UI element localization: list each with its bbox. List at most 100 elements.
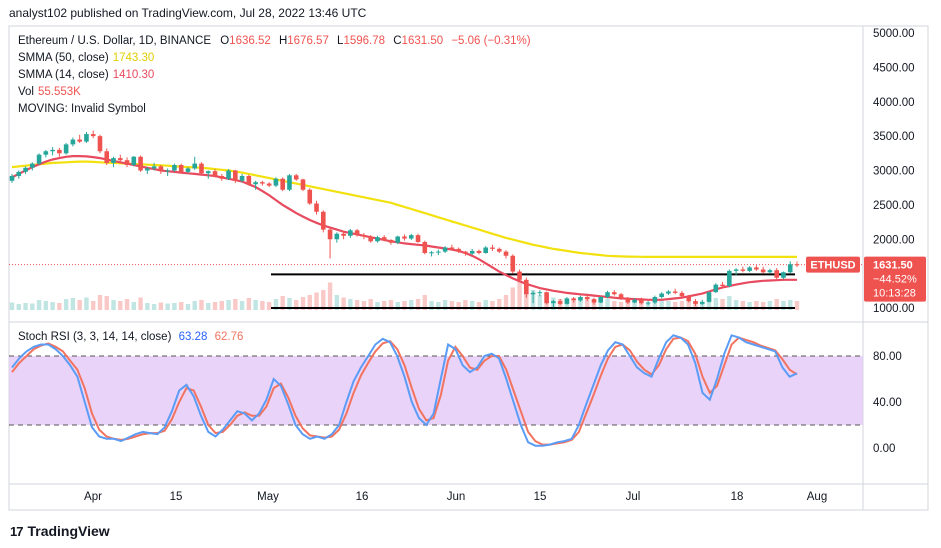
price-badge-change: −44.52% bbox=[873, 274, 917, 286]
volume-bar bbox=[124, 299, 130, 310]
candle-body bbox=[632, 299, 637, 303]
candle-body bbox=[551, 301, 556, 304]
candle-body bbox=[341, 233, 346, 236]
candle-body bbox=[544, 292, 549, 304]
candle-body bbox=[212, 171, 218, 176]
volume-bar bbox=[767, 301, 773, 310]
volume-bar bbox=[517, 280, 522, 310]
volume-bar bbox=[131, 302, 137, 310]
volume-bar bbox=[679, 301, 685, 310]
candle-body bbox=[463, 251, 468, 254]
legend-vol-value: 55.553K bbox=[38, 86, 81, 98]
candle-body bbox=[205, 171, 211, 174]
candle-body bbox=[97, 136, 103, 152]
candle-body bbox=[300, 179, 306, 190]
volume-bar bbox=[409, 300, 414, 310]
volume-bar bbox=[97, 295, 103, 310]
legend-smma14-row: SMMA (14, close) 1410.30 bbox=[18, 69, 154, 81]
candle-body bbox=[185, 168, 191, 172]
volume-bar bbox=[300, 297, 306, 310]
volume-bar bbox=[212, 302, 218, 310]
legend-smma50-row: SMMA (50, close) 1743.30 bbox=[18, 52, 154, 64]
volume-bar bbox=[354, 300, 360, 310]
volume-bar bbox=[659, 300, 664, 310]
candle-body bbox=[90, 134, 96, 137]
volume-bar bbox=[666, 301, 671, 310]
candle-body bbox=[760, 269, 766, 273]
axes: 5000.00 4500.00 4000.00 3500.00 3000.00 2500.… bbox=[84, 28, 926, 503]
candle-body bbox=[50, 149, 55, 152]
candle-body bbox=[199, 163, 204, 174]
legend-open: 1636.52 bbox=[229, 35, 271, 47]
candle-body bbox=[293, 175, 299, 180]
volume-bar bbox=[449, 301, 455, 310]
price-tick-label: 2500.00 bbox=[873, 200, 915, 212]
volume-bar bbox=[713, 298, 718, 310]
volume-bar bbox=[429, 301, 434, 310]
legend-open-label: O bbox=[220, 35, 230, 47]
candle-body bbox=[246, 176, 252, 185]
legend-close-label: C bbox=[393, 35, 402, 47]
candle-body bbox=[672, 291, 678, 293]
volume-bar bbox=[165, 303, 170, 310]
volume-bar bbox=[395, 302, 400, 310]
candle-body bbox=[354, 230, 360, 236]
price-pane[interactable] bbox=[9, 130, 863, 310]
volume-bar bbox=[63, 299, 69, 310]
candle-body bbox=[652, 297, 658, 303]
candle-body bbox=[151, 166, 157, 169]
candle-body bbox=[287, 175, 292, 190]
candle-body bbox=[618, 294, 624, 299]
volume-bar bbox=[273, 299, 279, 310]
candle-body bbox=[774, 270, 779, 278]
volume-bar bbox=[111, 300, 116, 310]
stoch-rsi-pane[interactable] bbox=[9, 334, 863, 447]
volume-bar bbox=[483, 300, 488, 310]
tradingview-brand: TradingView bbox=[27, 523, 110, 539]
candle-body bbox=[192, 163, 198, 169]
volume-bar bbox=[192, 301, 197, 310]
legend-low-label: L bbox=[337, 35, 344, 47]
candle-body bbox=[699, 301, 705, 304]
time-tick-label: May bbox=[257, 491, 279, 503]
candle-body bbox=[334, 233, 340, 240]
candle-body bbox=[422, 242, 428, 253]
tradingview-footer[interactable]: 17 TradingView bbox=[10, 523, 110, 539]
legend-low: 1596.78 bbox=[343, 35, 386, 47]
symbol-badge-label: ETHUSD bbox=[810, 260, 855, 272]
price-tick-label: 4000.00 bbox=[873, 97, 915, 109]
volume-bar bbox=[361, 301, 367, 310]
volume-bar bbox=[537, 295, 543, 310]
volume-bar bbox=[239, 301, 245, 310]
candle-body bbox=[578, 297, 583, 301]
volume-bar bbox=[321, 290, 326, 310]
volume-bar bbox=[469, 301, 475, 310]
volume-bar bbox=[632, 300, 637, 310]
volume-bar bbox=[591, 301, 597, 310]
volume-bar bbox=[686, 299, 691, 310]
volume-bar bbox=[233, 299, 238, 310]
volume-bar bbox=[219, 301, 224, 310]
volume-bar bbox=[23, 303, 28, 310]
volume-bar bbox=[490, 301, 495, 310]
candle-body bbox=[584, 297, 590, 300]
legend-smma50-value: 1743.30 bbox=[112, 52, 155, 64]
candle-body bbox=[307, 189, 313, 204]
volume-bar bbox=[618, 302, 624, 310]
candle-body bbox=[219, 176, 225, 179]
volume-bar bbox=[294, 300, 299, 310]
price-tick-label: 1000.00 bbox=[873, 303, 915, 315]
volume-bar bbox=[700, 302, 705, 310]
candle-body bbox=[30, 163, 35, 168]
volume-bar bbox=[456, 302, 461, 310]
legend-symbol: Ethereum / U.S. Dollar, 1D, BINANCE bbox=[18, 35, 212, 47]
time-tick-label: Jul bbox=[626, 491, 641, 503]
candle-body bbox=[639, 299, 644, 304]
candle-body bbox=[767, 270, 773, 273]
candle-body bbox=[84, 134, 89, 142]
candle-body bbox=[436, 251, 441, 253]
time-tick-label: Aug bbox=[807, 491, 827, 503]
candle-body bbox=[605, 292, 610, 297]
candle-body bbox=[524, 279, 529, 295]
